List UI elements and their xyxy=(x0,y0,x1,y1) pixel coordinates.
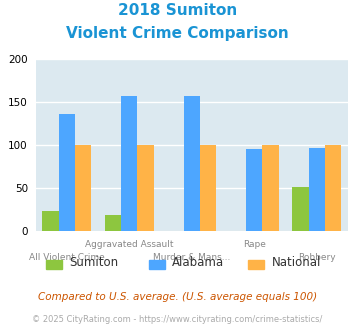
Text: Murder & Mans...: Murder & Mans... xyxy=(153,253,230,262)
Text: Sumiton: Sumiton xyxy=(69,256,118,269)
Text: National: National xyxy=(272,256,321,269)
Bar xyxy=(121,96,137,231)
Text: Compared to U.S. average. (U.S. average equals 100): Compared to U.S. average. (U.S. average … xyxy=(38,292,317,302)
Bar xyxy=(325,145,341,231)
Text: Violent Crime Comparison: Violent Crime Comparison xyxy=(66,26,289,41)
Bar xyxy=(308,148,325,231)
Text: 2018 Sumiton: 2018 Sumiton xyxy=(118,3,237,18)
Bar xyxy=(200,145,216,231)
Bar xyxy=(262,145,279,231)
Text: All Violent Crime: All Violent Crime xyxy=(29,253,105,262)
Text: © 2025 CityRating.com - https://www.cityrating.com/crime-statistics/: © 2025 CityRating.com - https://www.city… xyxy=(32,315,323,324)
Text: Robbery: Robbery xyxy=(298,253,335,262)
Bar xyxy=(246,148,262,231)
Bar xyxy=(292,187,308,231)
Text: Aggravated Assault: Aggravated Assault xyxy=(85,241,174,249)
Bar xyxy=(42,211,59,231)
Text: Rape: Rape xyxy=(243,241,266,249)
Bar xyxy=(59,114,75,231)
Bar xyxy=(105,215,121,231)
Bar xyxy=(75,145,91,231)
Bar xyxy=(184,96,200,231)
Text: Alabama: Alabama xyxy=(172,256,224,269)
Bar xyxy=(137,145,154,231)
